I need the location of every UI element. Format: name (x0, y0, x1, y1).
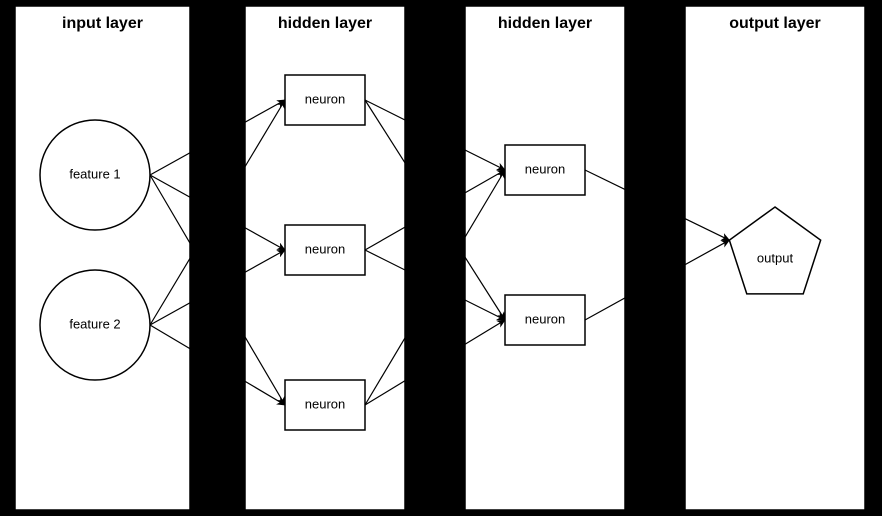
node-label-n1: neuron (305, 91, 345, 106)
layer-title-input: input layer (62, 15, 143, 32)
node-label-out: output (757, 250, 794, 265)
node-label-f2: feature 2 (69, 316, 120, 331)
node-label-f1: feature 1 (69, 166, 120, 181)
node-label-n3: neuron (305, 396, 345, 411)
layer-title-hidden1: hidden layer (278, 15, 372, 32)
node-label-n5: neuron (525, 311, 565, 326)
layer-hidden2 (465, 6, 625, 510)
layer-title-output: output layer (729, 15, 821, 32)
layer-input (15, 6, 190, 510)
neural-network-diagram: feature 1 feature 2 neuron neuron neuron neur… (0, 0, 882, 516)
node-label-n2: neuron (305, 241, 345, 256)
node-label-n4: neuron (525, 161, 565, 176)
layer-title-hidden2: hidden layer (498, 15, 592, 32)
